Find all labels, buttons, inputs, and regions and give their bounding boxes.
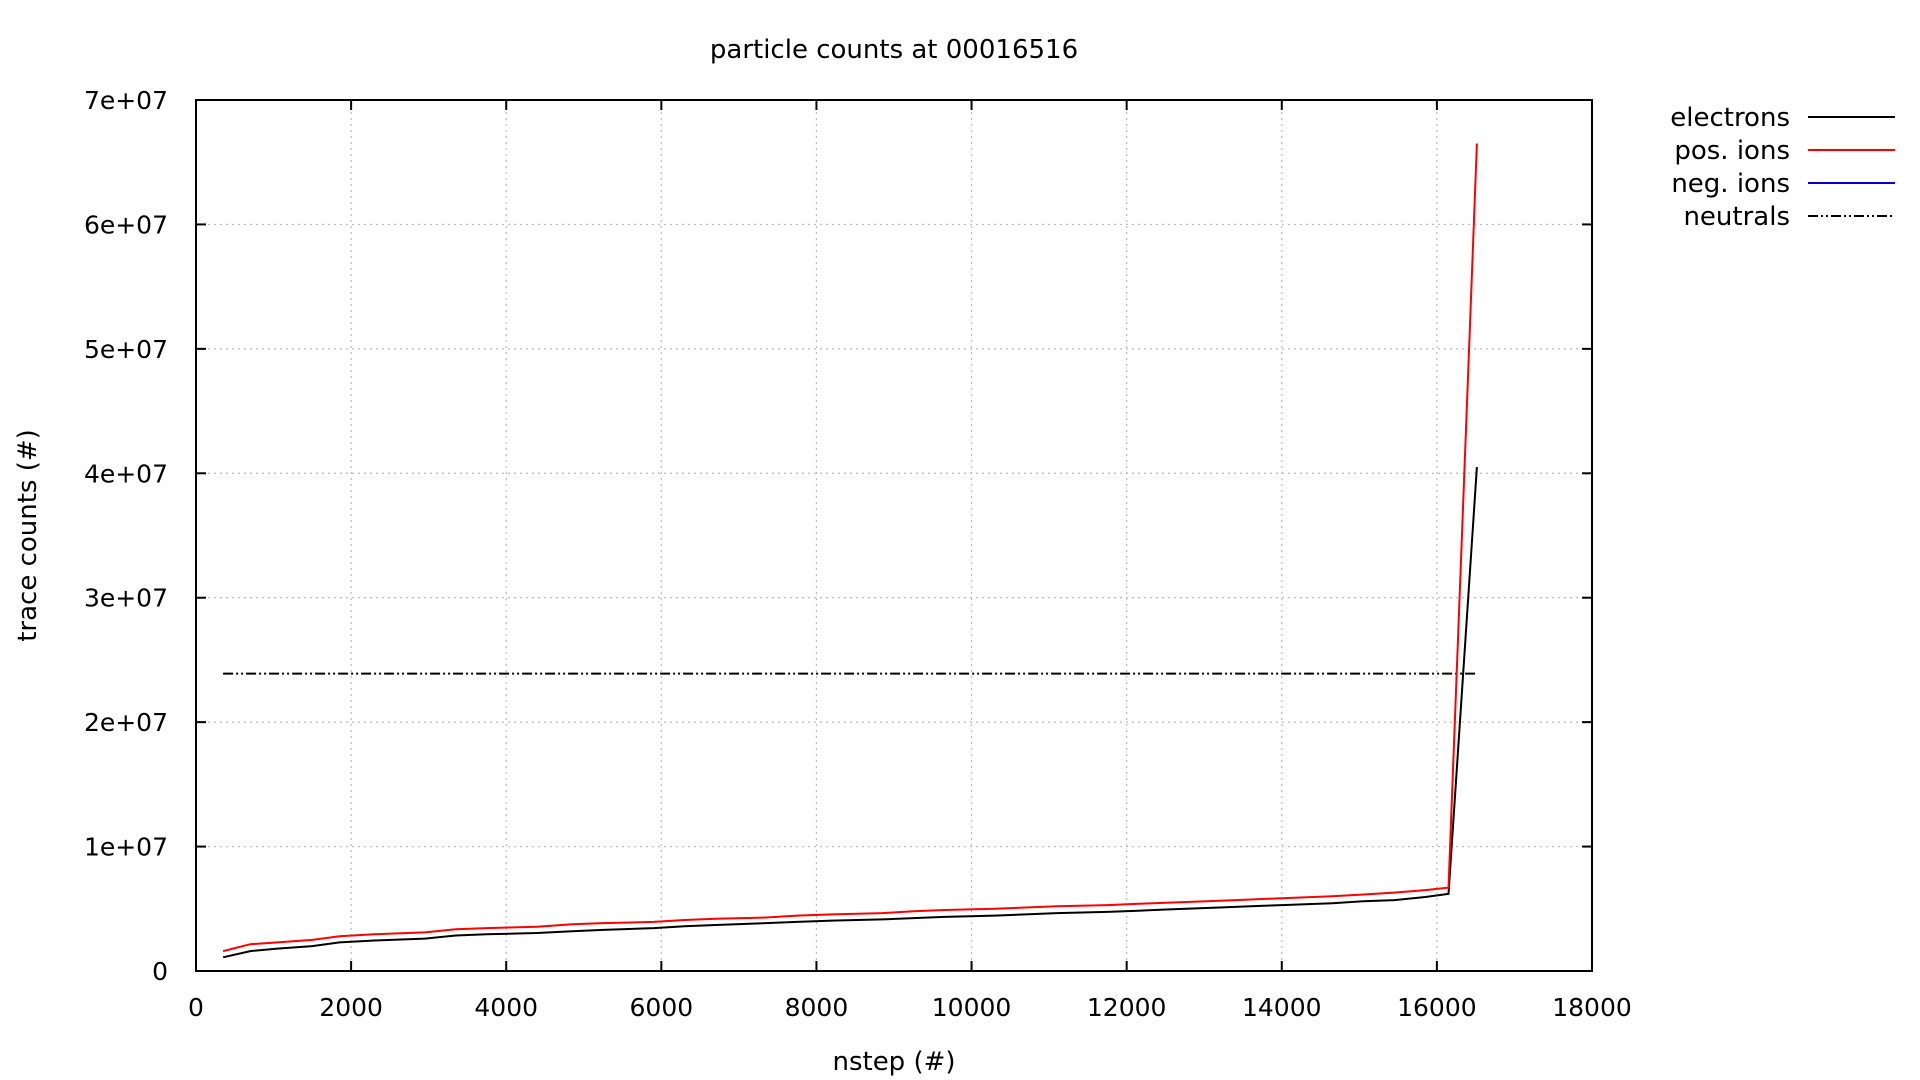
x-tick-label: 10000 <box>932 993 1012 1022</box>
y-tick-label: 2e+07 <box>84 708 168 737</box>
y-axis-ticks: 0 1e+07 2e+07 3e+07 4e+07 5e+07 6e+07 7e+07 <box>84 86 1592 986</box>
y-tick-label: 6e+07 <box>84 210 168 239</box>
legend-label: pos. ions <box>1674 136 1790 166</box>
series-line-pos-ions <box>222 143 1478 953</box>
legend-label: electrons <box>1670 103 1790 133</box>
x-tick-label: 16000 <box>1397 993 1477 1022</box>
y-tick-label: 5e+07 <box>84 335 168 364</box>
series-line-electrons <box>222 467 1478 959</box>
x-tick-label: 2000 <box>319 993 383 1022</box>
x-axis-title: nstep (#) <box>832 1047 955 1077</box>
x-tick-label: 18000 <box>1552 993 1632 1022</box>
x-axis-ticks: 0 2000 4000 6000 8000 10000 12000 14000 16000 180… <box>188 100 1632 1022</box>
x-tick-label: 0 <box>188 993 204 1022</box>
y-tick-label: 4e+07 <box>84 459 168 488</box>
y-tick-label: 3e+07 <box>84 584 168 613</box>
y-tick-label: 1e+07 <box>84 833 168 862</box>
plot-frame <box>195 99 1593 972</box>
x-tick-label: 6000 <box>630 993 694 1022</box>
chart-title: particle counts at 00016516 <box>710 35 1078 65</box>
grid <box>196 100 1592 971</box>
y-tick-label: 7e+07 <box>84 86 168 115</box>
x-tick-label: 8000 <box>785 993 849 1022</box>
legend-label: neg. ions <box>1671 169 1790 199</box>
x-tick-label: 4000 <box>474 993 538 1022</box>
y-tick-label: 0 <box>152 957 168 986</box>
y-axis-title: trace counts (#) <box>13 429 43 642</box>
legend-label: neutrals <box>1683 202 1790 232</box>
x-tick-label: 14000 <box>1242 993 1322 1022</box>
x-tick-label: 12000 <box>1087 993 1167 1022</box>
